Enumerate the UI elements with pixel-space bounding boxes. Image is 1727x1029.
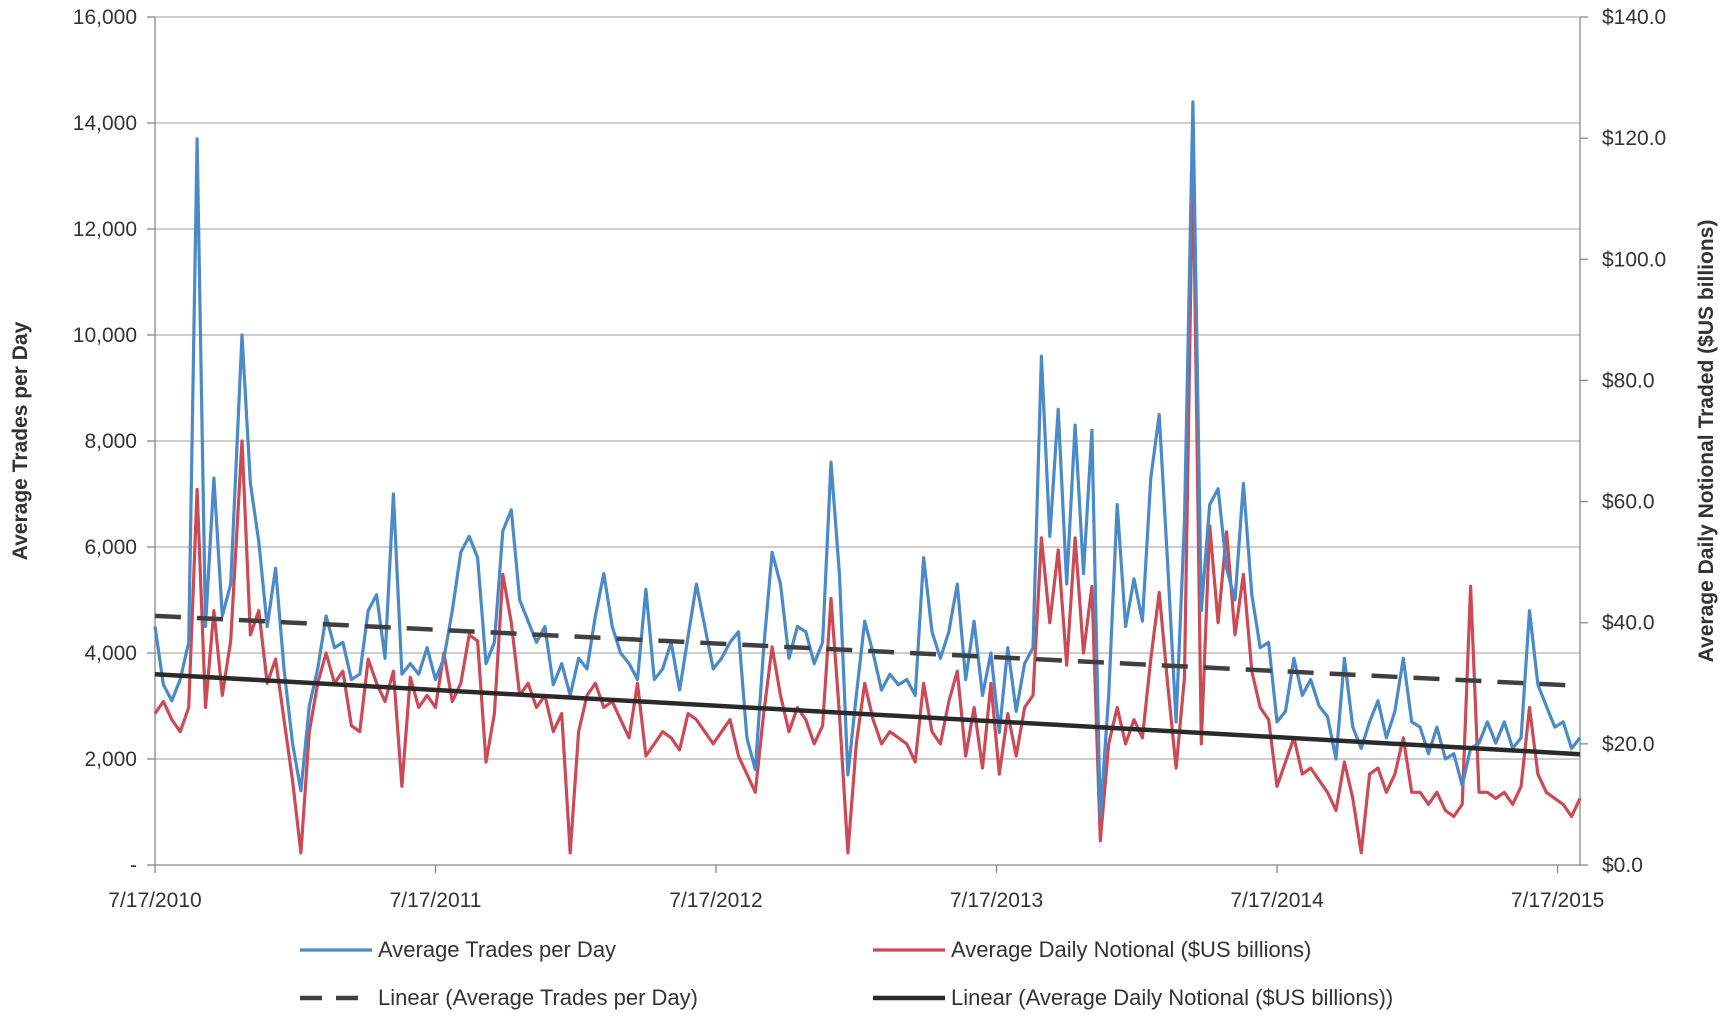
series-line-3: [154, 671, 1581, 757]
left-tick-label-0: -: [130, 854, 137, 877]
legend: Average Trades per Day Average Daily Noti…: [300, 937, 1393, 1010]
x-tick-label-3: 7/17/2013: [950, 889, 1043, 912]
left-tick-label-8: 16,000: [73, 6, 137, 29]
right-tick-label-4: $80.0: [1602, 369, 1655, 392]
left-tick-label-5: 10,000: [73, 324, 137, 347]
series-lines: [153, 100, 1582, 855]
x-tick-label-4: 7/17/2014: [1230, 889, 1324, 912]
left-tick-label-6: 12,000: [73, 218, 137, 241]
x-tick-label-2: 7/17/2012: [669, 889, 762, 912]
y-axis-right-title: Average Daily Notional Traded ($US billi…: [1695, 220, 1718, 663]
left-tick-label-4: 8,000: [84, 430, 137, 453]
left-tick-label-3: 6,000: [84, 536, 137, 559]
axes: [147, 16, 1588, 873]
right-tick-label-6: $120.0: [1602, 127, 1666, 150]
legend-entry-0: Average Trades per Day: [378, 937, 616, 962]
x-tick-label-0: 7/17/2010: [108, 889, 201, 912]
x-tick-label-1: 7/17/2011: [390, 889, 482, 912]
right-tick-label-5: $100.0: [1602, 248, 1666, 271]
x-tick-label-5: 7/17/2015: [1511, 889, 1604, 912]
left-tick-label-1: 2,000: [84, 748, 137, 771]
right-tick-label-1: $20.0: [1602, 733, 1655, 756]
legend-entry-3: Linear (Average Daily Notional ($US bill…: [951, 985, 1393, 1010]
gridlines: [155, 16, 1580, 760]
tick-labels: - 2,000 4,000 6,000 8,000 10,000 12,000 14,000 1…: [73, 6, 1666, 912]
left-tick-label-7: 14,000: [73, 112, 137, 135]
right-tick-label-0: $0.0: [1602, 854, 1643, 877]
legend-entry-1: Average Daily Notional ($US billions): [951, 937, 1311, 962]
right-tick-label-3: $60.0: [1602, 491, 1655, 514]
right-tick-label-2: $40.0: [1602, 612, 1655, 635]
series-line-2: [154, 613, 1581, 689]
y-axis-left-title: Average Trades per Day: [9, 321, 32, 560]
left-tick-label-2: 4,000: [84, 642, 137, 665]
legend-entry-2: Linear (Average Trades per Day): [378, 985, 698, 1010]
series-line-0: [153, 100, 1582, 819]
series-line-1: [153, 148, 1582, 855]
right-tick-label-7: $140.0: [1602, 6, 1666, 29]
